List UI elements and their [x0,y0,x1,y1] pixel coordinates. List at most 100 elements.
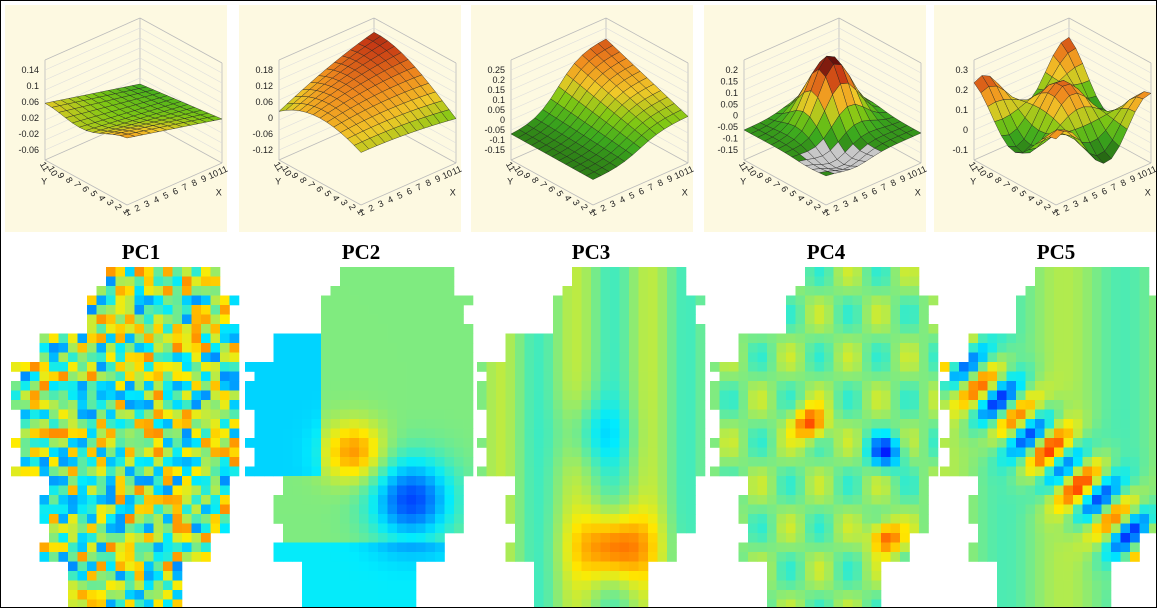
heatmap-cell [562,324,573,334]
heatmap-cell [264,400,274,410]
heatmap-cell [1139,295,1150,306]
heatmap-cell [562,466,573,477]
heatmap-cell [543,561,554,572]
heatmap-cell [862,476,872,486]
heatmap-cell [134,352,145,363]
heatmap-cell [1016,419,1026,429]
heatmap-cell [153,276,164,287]
heatmap-cell [77,409,88,420]
heatmap-cell [435,333,445,344]
heatmap-cell [172,438,183,448]
heatmap-cell [1035,561,1045,572]
heatmap-cell [87,552,97,562]
heatmap-cell [39,447,50,458]
heatmap-cell [172,476,183,486]
heatmap-cell [311,371,322,382]
heatmap-cell [919,305,929,315]
heatmap-cell [871,295,882,306]
heatmap-cell [1120,286,1131,296]
heatmap-cell [106,305,116,315]
heatmap-cell [619,561,630,572]
heatmap-cell [1044,438,1055,448]
heatmap [11,267,240,607]
heatmap-cell [600,381,611,391]
heatmap-cell [163,580,173,591]
heatmap-cell [676,305,687,315]
heatmap-cell [201,371,211,382]
heatmap-cell [987,419,998,429]
heatmap-cell [795,428,806,439]
heatmap-cell [562,438,573,448]
heatmap-cell [444,438,455,448]
heatmap-cell [978,428,988,439]
heatmap-cell [824,371,834,382]
heatmap-cell [1101,590,1112,600]
heatmap-cell [638,561,649,572]
heatmap-cell [210,466,221,477]
heatmap-cell [30,447,40,458]
heatmap-cell [220,457,230,467]
axis-box-line [743,17,840,61]
heatmap-cell [144,267,154,277]
y-tick-label: 4 [795,193,806,202]
heatmap-cell [406,457,417,467]
heatmap-cell [505,438,516,448]
heatmap-cell [814,409,825,420]
heatmap-cell [311,333,322,344]
heatmap-cell [657,533,668,543]
heatmap-cell [515,495,525,505]
heatmap-cell [397,324,407,334]
heatmap-cell [172,305,183,315]
heatmap-cell [729,438,739,448]
heatmap-cell [795,438,806,448]
heatmap-cell [20,438,31,448]
heatmap-cell [87,314,97,325]
heatmap-cell [77,485,88,496]
heatmap-cell [1044,466,1055,477]
heatmap-cell [648,352,658,363]
heatmap-cell [11,400,21,410]
heatmap-cell [1120,267,1131,277]
heatmap-cell [534,533,544,543]
heatmap-cell [881,381,891,391]
heatmap-cell [49,533,59,543]
heatmap-cell [1082,504,1093,515]
heatmap-cell [738,352,749,363]
heatmap-cell [795,571,806,581]
heatmap-cell [562,552,573,562]
heatmap-cell [909,371,920,382]
heatmap-cell [610,286,620,296]
heatmap-cell [273,447,284,458]
heatmap-cell [997,561,1007,572]
heatmap-cell [340,495,350,505]
heatmap-cell [106,504,116,515]
heatmap-cell [153,599,164,607]
heatmap-cell [321,447,331,458]
heatmap-cell [378,533,388,543]
heatmap-cell [534,599,544,607]
heatmap-cell [919,495,929,505]
heatmap-cell [30,457,40,467]
heatmap-cell [210,267,221,277]
heatmap-cell [87,381,97,391]
heatmap-cell [172,362,183,372]
heatmap-cell [58,428,69,439]
heatmap-cell [619,485,630,496]
heatmap-cell [833,333,844,344]
heatmap-cell [748,466,758,477]
heatmap-cell [648,381,658,391]
heatmap-cell [416,286,426,296]
heatmap-cell [49,523,59,534]
heatmap-cell [1073,514,1083,524]
heatmap-cell [862,381,872,391]
heatmap-cell [757,362,768,372]
heatmap-cell [1073,533,1083,543]
x-tick-label: 5 [860,190,869,201]
heatmap-cell [1025,495,1036,505]
heatmap-cell [20,390,31,401]
heatmap-cell [39,428,50,439]
heatmap-cell [581,495,592,505]
heatmap-cell [163,295,173,306]
heatmap-cell [96,305,107,315]
heatmap-cell [229,343,240,353]
